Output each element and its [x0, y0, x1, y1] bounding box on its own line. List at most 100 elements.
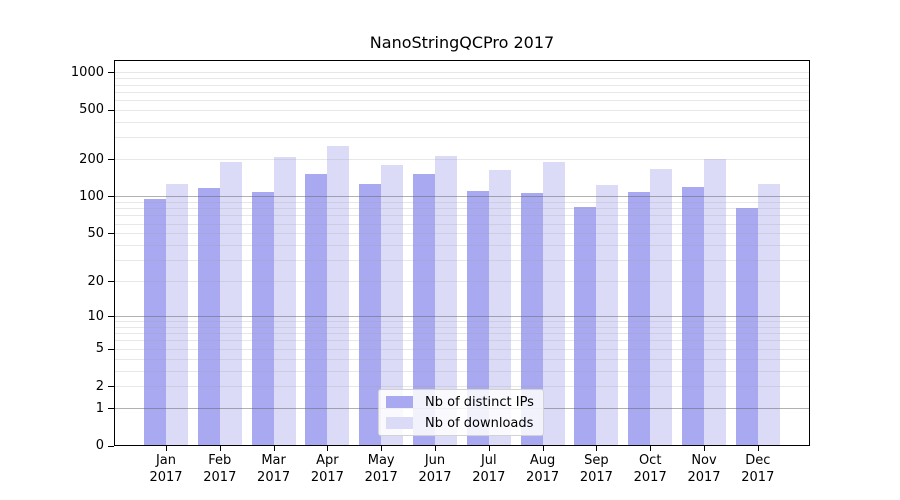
x-tick-label: Feb 2017 [203, 453, 237, 485]
y-tick [108, 159, 114, 161]
bar-downloads [650, 168, 673, 445]
bar-downloads [542, 162, 565, 445]
gridline [115, 121, 809, 123]
gridline [115, 208, 809, 210]
gridline [115, 100, 809, 101]
bar-downloads [381, 164, 404, 445]
y-tick-label: 0 [95, 438, 104, 453]
x-tick-label: Dec 2017 [741, 453, 775, 485]
y-tick-label: 50 [87, 225, 104, 241]
y-tick-label: 20 [87, 273, 104, 289]
y-tick-label: 1 [95, 400, 104, 416]
y-tick [108, 348, 114, 350]
gridline [115, 215, 809, 217]
y-tick-label: 5 [95, 341, 104, 357]
x-tick-label: Jul 2017 [472, 453, 506, 485]
bar-distinct-ips [251, 192, 274, 445]
legend: Nb of distinct IPs Nb of downloads [378, 389, 544, 436]
gridline [115, 245, 809, 246]
gridline [115, 84, 809, 86]
x-tick-label: Oct 2017 [633, 453, 667, 485]
gridline [115, 233, 809, 235]
y-tick [108, 408, 114, 410]
bar-distinct-ips [359, 183, 382, 445]
bar-distinct-ips [574, 206, 597, 445]
y-tick-label: 200 [79, 151, 104, 167]
gridline [115, 340, 809, 342]
bar-downloads [166, 183, 188, 445]
y-tick-label: 100 [79, 188, 104, 204]
gridline [115, 316, 809, 317]
bar-distinct-ips [413, 173, 435, 445]
y-tick-label: 2 [95, 378, 104, 394]
gridline [115, 386, 809, 388]
bar-distinct-ips [735, 207, 758, 445]
gridline [115, 333, 809, 335]
bar-downloads [327, 145, 350, 445]
gridline [115, 109, 809, 111]
gridline [115, 72, 809, 74]
x-tick [327, 446, 329, 451]
x-tick [381, 446, 383, 451]
legend-row-distinct-ips: Nb of distinct IPs [385, 395, 537, 410]
x-tick [219, 446, 221, 451]
x-tick-label: Mar 2017 [257, 453, 291, 485]
y-tick [108, 72, 114, 74]
y-tick [108, 386, 114, 388]
gridline [115, 321, 809, 323]
x-tick-label: May 2017 [364, 453, 398, 485]
bar-distinct-ips [628, 191, 651, 445]
x-tick [166, 446, 167, 451]
x-tick [704, 446, 705, 451]
legend-label-downloads: Nb of downloads [425, 415, 534, 431]
y-tick [108, 281, 114, 283]
x-tick [650, 446, 652, 451]
y-tick [108, 196, 114, 198]
x-tick [542, 446, 544, 451]
x-tick [273, 446, 275, 451]
bar-distinct-ips [682, 186, 704, 445]
gridline [115, 223, 809, 225]
gridline [115, 159, 809, 161]
y-tick [108, 445, 114, 447]
x-tick-label: Aug 2017 [526, 453, 560, 485]
gridline [115, 137, 809, 139]
bar-distinct-ips [144, 199, 166, 445]
bar-downloads [435, 155, 457, 445]
bar-downloads [757, 183, 780, 445]
bar-distinct-ips [520, 193, 543, 445]
bar-downloads [488, 170, 511, 445]
x-tick [596, 446, 598, 451]
gridline [115, 78, 809, 80]
gridline [115, 326, 809, 328]
bar-distinct-ips [466, 191, 489, 445]
bar-downloads [219, 161, 242, 445]
gridline [115, 358, 809, 360]
gridline [115, 260, 809, 262]
gridline [115, 370, 809, 372]
x-tick [435, 446, 436, 451]
legend-label-distinct-ips: Nb of distinct IPs [425, 394, 534, 410]
gridline [115, 196, 809, 198]
y-tick-label: 500 [79, 102, 104, 118]
x-tick-label: Apr 2017 [310, 453, 344, 485]
x-tick-label: Jan 2017 [149, 453, 183, 485]
x-tick [488, 446, 490, 451]
y-tick [108, 316, 114, 317]
bar-downloads [704, 159, 726, 445]
bar-downloads [273, 157, 296, 445]
x-tick-label: Nov 2017 [687, 453, 721, 485]
y-tick [108, 109, 114, 111]
gridline [115, 91, 809, 93]
x-tick-label: Sep 2017 [579, 453, 613, 485]
bar-downloads [596, 185, 619, 445]
gridline [115, 348, 809, 350]
legend-swatch-distinct-ips-icon [386, 396, 413, 408]
legend-row-downloads: Nb of downloads [385, 416, 537, 431]
y-tick-label: 10 [87, 308, 104, 324]
gridline [115, 281, 809, 283]
bar-distinct-ips [305, 173, 328, 445]
x-tick [757, 446, 759, 451]
x-tick-label: Jun 2017 [418, 453, 452, 485]
